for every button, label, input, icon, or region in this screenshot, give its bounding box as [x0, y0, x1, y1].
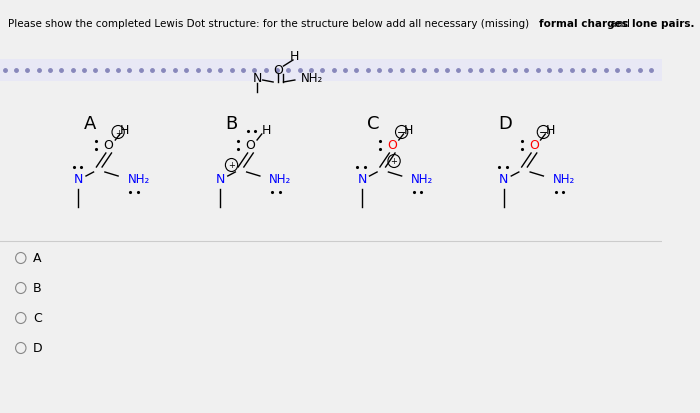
Text: B: B — [225, 115, 238, 133]
Text: −: − — [397, 128, 406, 138]
Text: N: N — [216, 173, 225, 186]
Text: Please show the completed Lewis Dot structure: for the structure below add all n: Please show the completed Lewis Dot stru… — [8, 19, 532, 29]
Text: and: and — [607, 19, 633, 29]
Text: formal charges: formal charges — [539, 19, 627, 29]
Text: H: H — [404, 124, 413, 137]
Text: N: N — [357, 173, 367, 186]
Text: O: O — [104, 139, 113, 152]
Text: N: N — [74, 173, 83, 186]
Text: +: + — [228, 161, 235, 170]
Text: A: A — [33, 252, 41, 265]
Text: O: O — [273, 64, 283, 77]
Text: +: + — [115, 128, 122, 137]
Text: lone pairs.: lone pairs. — [632, 19, 694, 29]
Text: D: D — [33, 342, 43, 355]
Text: B: B — [33, 282, 42, 295]
Text: O: O — [387, 139, 397, 152]
Text: H: H — [545, 124, 554, 137]
Text: −: − — [539, 128, 548, 138]
Text: N: N — [499, 173, 508, 186]
Bar — [0, 60, 662, 82]
Text: O: O — [529, 139, 539, 152]
Text: D: D — [498, 115, 512, 133]
Text: NH₂: NH₂ — [300, 72, 323, 85]
Text: NH₂: NH₂ — [553, 173, 575, 186]
Text: H: H — [262, 124, 271, 137]
Text: NH₂: NH₂ — [270, 173, 292, 186]
Text: C: C — [367, 115, 379, 133]
Text: NH₂: NH₂ — [127, 173, 150, 186]
Text: N: N — [253, 72, 262, 85]
Text: A: A — [83, 115, 96, 133]
Text: C: C — [33, 312, 42, 325]
Text: NH₂: NH₂ — [411, 173, 433, 186]
Text: O: O — [246, 139, 256, 152]
Text: +: + — [391, 157, 398, 166]
Text: H: H — [120, 124, 130, 137]
Text: H: H — [290, 50, 300, 63]
